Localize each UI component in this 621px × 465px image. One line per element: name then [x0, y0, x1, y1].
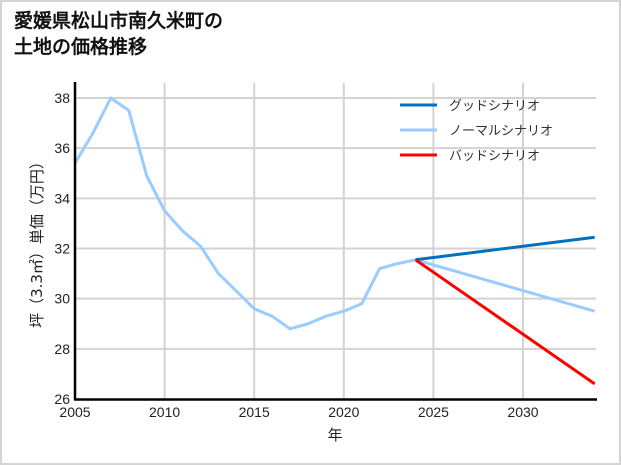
x-tick-label: 2030	[507, 404, 538, 420]
legend-label-2: バッドシナリオ	[449, 149, 540, 164]
y-tick-label: 34	[54, 190, 70, 206]
x-tick-label: 2010	[149, 404, 180, 420]
y-tick-label: 28	[54, 341, 70, 357]
legend-label-0: グッドシナリオ	[449, 99, 540, 114]
chart-title-line-1: 愛媛県松山市南久米町の	[14, 10, 224, 32]
legend-label-1: ノーマルシナリオ	[449, 124, 553, 139]
series-lines	[73, 96, 596, 386]
series-line-1	[73, 96, 596, 331]
y-tick-label: 38	[54, 90, 70, 106]
chart-title: 愛媛県松山市南久米町の 土地の価格推移	[14, 8, 223, 60]
y-tick-label: 36	[54, 140, 70, 156]
y-tick-label: 30	[54, 291, 70, 307]
x-tick-label: 2025	[418, 404, 449, 420]
y-tick-label: 26	[54, 391, 70, 407]
x-tick-labels: 2005 2010 2015 2020 2025 2030	[59, 404, 538, 420]
y-axis-label: 坪（3.3㎡）単価（万円）	[28, 154, 46, 328]
series-line-2	[414, 258, 596, 386]
y-tick-label: 32	[54, 241, 70, 257]
series-line-0	[415, 235, 595, 262]
x-axis-label: 年	[327, 426, 342, 444]
axes	[73, 82, 597, 401]
chart-title-line-2: 土地の価格推移	[14, 36, 148, 58]
x-tick-label: 2020	[328, 404, 359, 420]
y-tick-labels: 26 28 30 32 34 36 38	[54, 90, 70, 407]
grid-lines	[75, 83, 596, 399]
x-tick-label: 2015	[239, 404, 270, 420]
x-tick-label: 2005	[59, 404, 90, 420]
